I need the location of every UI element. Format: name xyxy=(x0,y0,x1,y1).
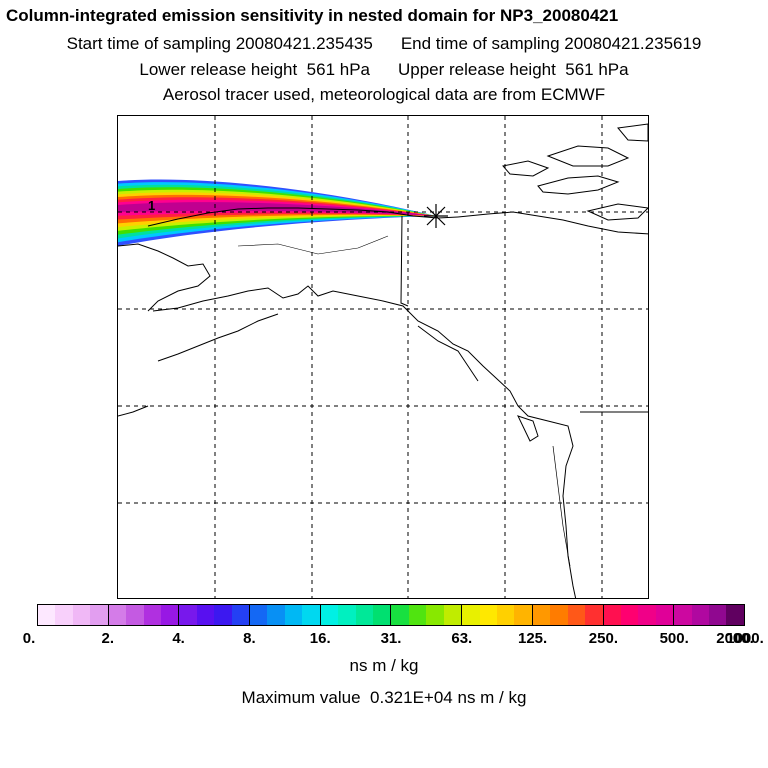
colorbar-segment xyxy=(231,605,250,625)
colorbar-segment xyxy=(373,605,391,625)
colorbar-segment xyxy=(426,605,444,625)
colorbar-tick-labels: 0. 2. 4. 8. 16. 31. 63. 125. 250. 500. 1000. 2000. xyxy=(0,630,768,650)
max-value-number: 0.321E+04 xyxy=(370,688,453,707)
colorbar-segment xyxy=(585,605,603,625)
colorbar-segment xyxy=(550,605,568,625)
colorbar-segment xyxy=(673,605,692,625)
colorbar-segment xyxy=(55,605,73,625)
max-value-unit: ns m / kg xyxy=(457,688,527,707)
colorbar-tick-label: 31. xyxy=(380,630,402,647)
colorbar-tick-label: 16. xyxy=(309,630,331,647)
colorbar-segment xyxy=(38,605,56,625)
map-gridlines xyxy=(118,116,648,598)
max-value-label: Maximum value xyxy=(241,688,361,707)
colorbar-segment xyxy=(249,605,268,625)
colorbar-tick-label: 250. xyxy=(588,630,618,647)
colorbar-segment xyxy=(302,605,320,625)
release-point-marker xyxy=(424,204,448,228)
emission-plume xyxy=(118,179,436,246)
colorbar-segment xyxy=(691,605,710,625)
colorbar-segment xyxy=(107,605,127,625)
colorbar-segment xyxy=(479,605,497,625)
release-height-line: Lower release height 561 hPa Upper releas… xyxy=(0,60,768,80)
colorbar-segment xyxy=(461,605,480,625)
colorbar-tick-label: 2000. xyxy=(716,630,754,647)
trajectory-label: 1 xyxy=(148,198,155,213)
colorbar-segment xyxy=(408,605,427,625)
colorbar-segment xyxy=(638,605,656,625)
lower-release-label: Lower release height 561 hPa xyxy=(139,60,370,79)
colorbar-tick-label: 1000. xyxy=(726,630,764,647)
colorbar-segment xyxy=(126,605,144,625)
colorbar-segment xyxy=(72,605,91,625)
plot-subtitle: Aerosol tracer used, meteorological data… xyxy=(162,85,606,104)
colorbar-segment xyxy=(390,605,409,625)
colorbar-segment xyxy=(567,605,586,625)
colorbar-segment xyxy=(620,605,639,625)
political-borders xyxy=(400,215,648,567)
colorbar-segment xyxy=(338,605,356,625)
colorbar-segment xyxy=(90,605,108,625)
colorbar-segment xyxy=(531,605,551,625)
plot-title: Column-integrated emission sensitivity i… xyxy=(6,6,619,25)
map-panel: 1 xyxy=(117,115,649,599)
colorbar-tick-label: 63. xyxy=(451,630,473,647)
colorbar-segment xyxy=(160,605,179,625)
colorbar-tick-label: 500. xyxy=(659,630,689,647)
colorbar-segment xyxy=(726,605,744,625)
colorbar-segment xyxy=(143,605,161,625)
colorbar-segment xyxy=(196,605,215,625)
maximum-value-line: Maximum value 0.321E+04 ns m / kg xyxy=(0,688,768,708)
colorbar-tick-label: 125. xyxy=(517,630,548,647)
map-canvas: 1 xyxy=(118,116,648,598)
colorbar-tick-label: 8. xyxy=(243,630,256,647)
colorbar-tick-label: 2. xyxy=(101,630,115,647)
colorbar-segment xyxy=(655,605,674,625)
colorbar-segment xyxy=(178,605,197,625)
colorbar-segment xyxy=(514,605,532,625)
colorbar-segment xyxy=(602,605,621,625)
colorbar-tick-label: 4. xyxy=(172,630,185,647)
colorbar-segment xyxy=(319,605,339,625)
colorbar-unit: ns m / kg xyxy=(349,656,419,675)
sampling-time-line: Start time of sampling 20080421.235435 En… xyxy=(0,34,768,54)
end-sampling-label: End time of sampling 20080421.235619 xyxy=(400,34,702,53)
coastlines xyxy=(118,123,648,598)
colorbar xyxy=(37,604,745,626)
colorbar-segment xyxy=(267,605,285,625)
plume-band xyxy=(118,202,436,216)
colorbar-segment xyxy=(496,605,515,625)
colorbar-segment xyxy=(284,605,303,625)
upper-release-label: Upper release height 561 hPa xyxy=(398,60,629,79)
start-sampling-label: Start time of sampling 20080421.235435 xyxy=(66,34,373,53)
colorbar-segment xyxy=(443,605,462,625)
colorbar-segment xyxy=(709,605,727,625)
colorbar-tick-label: 0. xyxy=(22,630,36,647)
colorbar-segment xyxy=(214,605,232,625)
colorbar-segment xyxy=(355,605,374,625)
